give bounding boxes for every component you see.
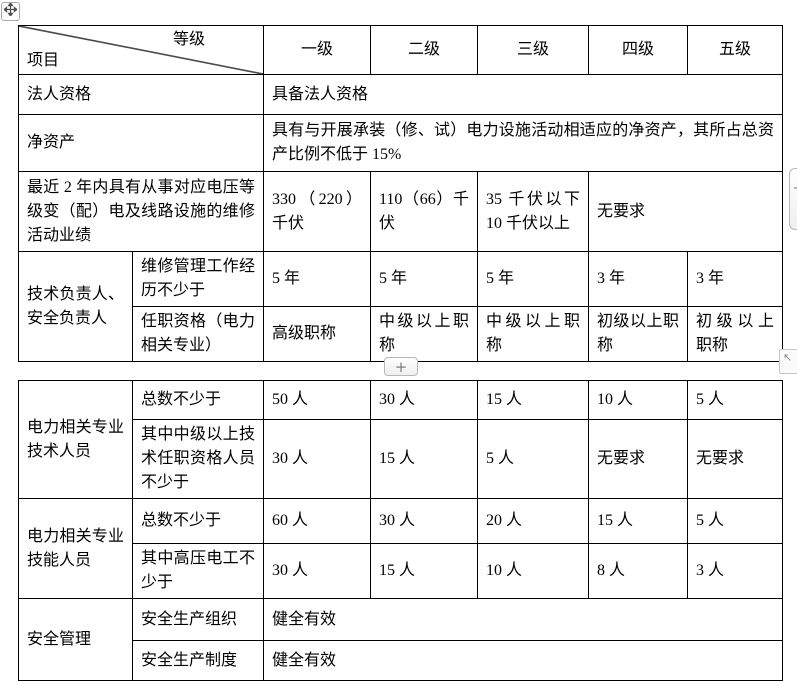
skill-group-cell[interactable]: 电力相关专业技能人员 [18,498,133,599]
leaders-group-cell[interactable]: 技术负责人、安全负责人 [18,251,133,362]
tech-mid-label-cell[interactable]: 其中中级以上技术任职资格人员不少于 [132,419,264,499]
header-level-1[interactable]: 一级 [263,25,371,75]
skill-hv-label-cell[interactable]: 其中高压电工不少于 [132,543,264,599]
resize-arrow-icon: ↖ [783,351,793,364]
tech-total-level3-cell[interactable]: 15 人 [477,380,589,420]
qualification-level3-cell[interactable]: 中级以上职称 [477,306,589,362]
table-row: 安全管理 安全生产组织 健全有效 [18,598,783,681]
experience-level4-cell[interactable]: 3 年 [588,251,688,307]
skill-total-level4-cell[interactable]: 15 人 [588,498,688,544]
diagonal-header-cell[interactable]: 等级 项目 [18,25,264,75]
table-row: 最近 2 年内具有从事对应电压等级变（配）电及线路设施的维修活动业绩 330（2… [18,171,783,252]
experience-level2-cell[interactable]: 5 年 [370,251,478,307]
insert-column-plus-button[interactable]: + [789,168,797,230]
qualification-table-part2: 电力相关专业技术人员 总数不少于 50 人 30 人 15 人 10 人 5 人… [18,380,783,681]
track-record-label-cell[interactable]: 最近 2 年内具有从事对应电压等级变（配）电及线路设施的维修活动业绩 [18,171,264,252]
tech-mid-level4-cell[interactable]: 无要求 [588,419,688,499]
skill-hv-level5-cell[interactable]: 3 人 [687,543,783,599]
insert-row-plus-button[interactable]: + [384,357,418,376]
qualification-table-part1: 等级 项目 一级 二级 三级 四级 五级 法人资格 具备法人资格 净资产 具有与… [18,25,783,362]
skill-total-level1-cell[interactable]: 60 人 [263,498,371,544]
safety-group-cell[interactable]: 安全管理 [18,598,133,681]
table-row: 其中中级以上技术任职资格人员不少于 30 人 15 人 5 人 无要求 无要求 [19,419,783,499]
safety-org-label-cell[interactable]: 安全生产组织 [132,598,264,641]
header-axis-item: 项目 [27,52,60,69]
track-record-level45-cell[interactable]: 无要求 [588,171,783,252]
table-row: 安全生产制度 健全有效 [19,640,783,681]
skill-total-level3-cell[interactable]: 20 人 [477,498,589,544]
safety-org-value-cell[interactable]: 健全有效 [263,598,783,641]
header-row: 等级 项目 一级 二级 三级 四级 五级 [18,25,783,75]
table-row: 法人资格 具备法人资格 [18,74,783,115]
plus-icon: + [793,181,797,196]
header-axis-level: 等级 [172,31,205,48]
qualification-level5-cell[interactable]: 初级以上职称 [687,306,783,362]
skill-hv-level4-cell[interactable]: 8 人 [588,543,688,599]
move-cross-icon [2,1,19,21]
experience-level5-cell[interactable]: 3 年 [687,251,783,307]
qualification-level2-cell[interactable]: 中级以上职称 [370,306,478,362]
header-level-5[interactable]: 五级 [687,25,783,75]
table-resize-handle[interactable]: ↖ [779,349,797,374]
safety-rules-value-cell[interactable]: 健全有效 [263,640,783,681]
table-row: 电力相关专业技能人员 总数不少于 60 人 30 人 20 人 15 人 5 人 [18,498,783,599]
tech-total-label-cell[interactable]: 总数不少于 [132,380,264,420]
track-record-level2-cell[interactable]: 110（66）千伏 [370,171,478,252]
table-row: 其中高压电工不少于 30 人 15 人 10 人 8 人 3 人 [19,543,783,599]
experience-level3-cell[interactable]: 5 年 [477,251,589,307]
tech-mid-level2-cell[interactable]: 15 人 [370,419,478,499]
qualification-level1-cell[interactable]: 高级职称 [263,306,371,362]
skill-total-label-cell[interactable]: 总数不少于 [132,498,264,544]
skill-total-level2-cell[interactable]: 30 人 [370,498,478,544]
table-row: 技术负责人、安全负责人 维修管理工作经历不少于 5 年 5 年 5 年 3 年 … [18,251,783,362]
header-level-2[interactable]: 二级 [370,25,478,75]
tech-mid-level1-cell[interactable]: 30 人 [263,419,371,499]
header-level-4[interactable]: 四级 [588,25,688,75]
skill-hv-level2-cell[interactable]: 15 人 [370,543,478,599]
table-row: 电力相关专业技术人员 总数不少于 50 人 30 人 15 人 10 人 5 人 [18,380,783,499]
tech-total-level4-cell[interactable]: 10 人 [588,380,688,420]
table-move-handle[interactable] [1,1,20,21]
tech-total-level1-cell[interactable]: 50 人 [263,380,371,420]
legal-value-cell[interactable]: 具备法人资格 [263,74,783,115]
net-assets-label-cell[interactable]: 净资产 [18,114,264,172]
track-record-level3-cell[interactable]: 35 千伏以下 10 千伏以上 [477,171,589,252]
skill-hv-level1-cell[interactable]: 30 人 [263,543,371,599]
qualification-label-cell[interactable]: 任职资格（电力相关专业） [132,306,264,362]
tech-group-cell[interactable]: 电力相关专业技术人员 [18,380,133,499]
diagonal-divider-line [19,26,263,74]
tech-total-level2-cell[interactable]: 30 人 [370,380,478,420]
header-level-3[interactable]: 三级 [477,25,589,75]
plus-icon: + [394,357,408,376]
safety-rules-label-cell[interactable]: 安全生产制度 [132,640,264,681]
tech-mid-level3-cell[interactable]: 5 人 [477,419,589,499]
skill-hv-level3-cell[interactable]: 10 人 [477,543,589,599]
table-row: 任职资格（电力相关专业） 高级职称 中级以上职称 中级以上职称 初级以上职称 初… [19,306,783,362]
tech-mid-level5-cell[interactable]: 无要求 [687,419,783,499]
net-assets-value-cell[interactable]: 具有与开展承装（修、试）电力设施活动相适应的净资产，其所占总资产比例不低于 15… [263,114,783,172]
experience-level1-cell[interactable]: 5 年 [263,251,371,307]
skill-total-level5-cell[interactable]: 5 人 [687,498,783,544]
qualification-level4-cell[interactable]: 初级以上职称 [588,306,688,362]
table-row: 净资产 具有与开展承装（修、试）电力设施活动相适应的净资产，其所占总资产比例不低… [18,114,783,172]
legal-label-cell[interactable]: 法人资格 [18,74,264,115]
tech-total-level5-cell[interactable]: 5 人 [687,380,783,420]
track-record-level1-cell[interactable]: 330（220）千伏 [263,171,371,252]
experience-label-cell[interactable]: 维修管理工作经历不少于 [132,251,264,307]
